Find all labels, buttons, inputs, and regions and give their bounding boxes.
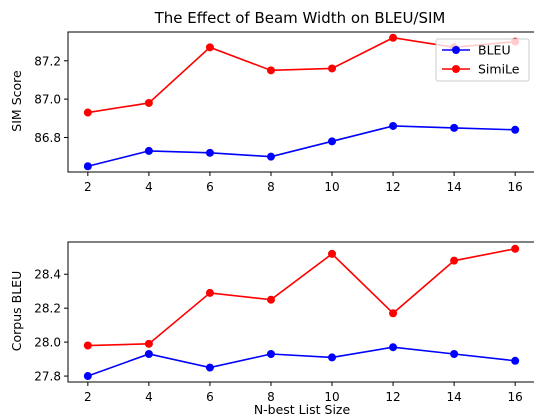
bottom-y-tick-label: 27.8 (34, 370, 61, 384)
bottom-y-tick-label: 28.2 (34, 302, 61, 316)
top-series-0-point (328, 137, 337, 146)
bottom-series-1-point (144, 339, 153, 348)
x-axis-label: N-best List Size (254, 402, 351, 417)
top-series-0-point (83, 162, 92, 171)
bottom-series-1-point (450, 256, 459, 265)
legend-1-marker (452, 65, 460, 73)
top-series-0-point (144, 146, 153, 155)
bottom-x-tick-label: 4 (145, 390, 153, 404)
top-x-tick-label: 8 (267, 180, 275, 194)
top-y-tick-label: 86.8 (34, 131, 61, 145)
top-y-axis-label: SIM Score (9, 70, 24, 132)
bottom-series-1-point (511, 244, 520, 253)
top-series-0-point (266, 152, 275, 161)
bottom-x-tick-label: 6 (206, 390, 214, 404)
top-series-0-point (511, 125, 520, 134)
bottom-series-0-point (328, 353, 337, 362)
bottom-series-1-line (87, 248, 516, 347)
bottom-series-1-point (205, 288, 214, 297)
legend-0-label: BLEU (478, 43, 511, 58)
top-x-tick-label: 14 (446, 180, 461, 194)
bottom-x-tick-label: 2 (84, 390, 92, 404)
top-y-tick-label: 87.2 (34, 54, 61, 68)
bottom-x-tick-label: 10 (324, 390, 339, 404)
bottom-series-1-point (389, 309, 398, 318)
top-x-tick-label: 6 (206, 180, 214, 194)
bottom-x-tick-label: 12 (385, 390, 400, 404)
top-axes-frame (67, 31, 534, 173)
legend-0-marker (452, 46, 460, 54)
top-series-0-point (450, 123, 459, 132)
top-y-tick-label: 87.0 (34, 93, 61, 107)
top-series-0-point (389, 121, 398, 130)
plot-layer: 2 4 6 8 10 12 14 16 86.8 87.0 87.2 BLEU SimiLe 2 4 6 8 10… (34, 31, 534, 404)
top-series-1-point (328, 64, 337, 73)
bottom-series-0-point (83, 372, 92, 381)
top-x-tick-label: 12 (385, 180, 400, 194)
bottom-series-0-point (205, 363, 214, 372)
bottom-x-tick-label: 8 (267, 390, 275, 404)
top-x-tick-label: 10 (324, 180, 339, 194)
bottom-y-tick-label: 28.0 (34, 336, 61, 350)
top-x-tick-label: 16 (508, 180, 523, 194)
bottom-series-0-point (266, 350, 275, 358)
top-series-1-point (144, 98, 153, 107)
bottom-series-0-line (87, 346, 516, 377)
bottom-y-axis-label: Corpus BLEU (9, 271, 24, 351)
top-x-tick-label: 2 (84, 180, 92, 194)
bottom-x-tick-label: 14 (446, 390, 461, 404)
bottom-series-0-point (144, 350, 153, 358)
bottom-series-0-point (511, 356, 520, 365)
legend-1-label: SimiLe (478, 62, 520, 77)
top-series-1-point (205, 43, 214, 52)
chart-title: The Effect of Beam Width on BLEU/SIM (154, 9, 446, 27)
bottom-series-0-point (389, 343, 398, 352)
top-series-0-line (87, 125, 516, 168)
bottom-series-1-point (83, 341, 92, 350)
top-series-1-point (83, 108, 92, 117)
bottom-y-tick-label: 28.4 (34, 268, 61, 282)
top-series-1-point (389, 33, 398, 42)
bottom-x-tick-label: 16 (508, 390, 523, 404)
top-x-tick-label: 4 (145, 180, 153, 194)
bottom-series-1-point (266, 295, 275, 304)
top-series-0-point (205, 148, 214, 157)
bottom-axes-frame (67, 241, 534, 383)
bottom-series-1-point (328, 249, 337, 258)
bottom-series-0-point (450, 350, 459, 358)
top-series-1-point (266, 66, 275, 75)
